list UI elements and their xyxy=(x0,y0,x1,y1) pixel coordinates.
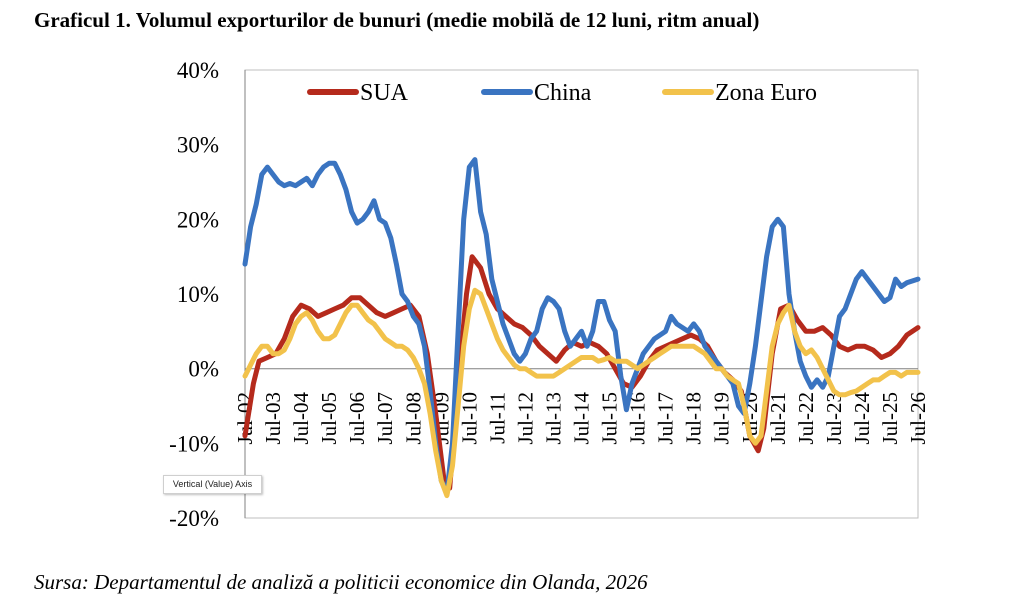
series-line-china xyxy=(242,157,921,495)
x-tick-label: Jul-17 xyxy=(654,392,678,445)
x-tick-label: Jul-06 xyxy=(345,392,369,445)
x-tick-label: Jul-11 xyxy=(485,392,509,444)
y-tick-label: 30% xyxy=(177,133,219,158)
series-line-zona-euro xyxy=(242,287,921,499)
x-tick-label: Jul-19 xyxy=(710,392,734,445)
x-tick-label: Jul-18 xyxy=(682,392,706,445)
legend-label: China xyxy=(534,80,592,106)
legend-label: SUA xyxy=(360,80,409,106)
x-tick-label: Jul-25 xyxy=(878,392,902,445)
x-tick-label: Jul-14 xyxy=(570,392,594,445)
plot-area-frame xyxy=(244,69,919,519)
legend: SUA China Zona Euro xyxy=(307,80,817,106)
chart-title: Graficul 1. Volumul exporturilor de bunu… xyxy=(34,8,760,32)
x-tick-label: Jul-07 xyxy=(373,392,397,445)
x-tick-label: Jul-15 xyxy=(598,392,622,445)
y-tick-label: 40% xyxy=(177,58,219,83)
x-axis-tick-labels: Jul-02 Jul-03 Jul-04 Jul-05 Jul-06 Jul-07 Jul-… xyxy=(233,392,930,445)
x-tick-label: Jul-05 xyxy=(317,392,341,445)
legend-label: Zona Euro xyxy=(715,80,817,106)
y-tick-label: -20% xyxy=(169,506,219,531)
y-tick-label: 20% xyxy=(177,207,219,232)
series-line-sua xyxy=(242,254,921,491)
y-tick-label: 0% xyxy=(188,357,219,382)
series-lines xyxy=(242,157,921,499)
x-tick-label: Jul-08 xyxy=(401,392,425,445)
x-tick-label: Jul-13 xyxy=(541,392,565,445)
y-axis-tick-labels: 40% 30% 20% 10% 0% -10% -20% xyxy=(169,58,219,531)
x-tick-label: Jul-03 xyxy=(261,392,285,445)
x-tick-label: Jul-24 xyxy=(850,392,874,445)
x-tick-label: Jul-22 xyxy=(794,392,818,445)
x-tick-label: Jul-10 xyxy=(457,392,481,445)
source-note: Sursa: Departamentul de analiză a politi… xyxy=(34,570,648,594)
x-tick-label: Jul-04 xyxy=(289,392,313,445)
x-tick-label: Jul-21 xyxy=(766,392,790,445)
x-tick-label: Jul-23 xyxy=(822,392,846,445)
axis-tooltip: Vertical (Value) Axis xyxy=(163,475,262,494)
x-tick-label: Jul-26 xyxy=(906,392,930,445)
y-tick-label: 10% xyxy=(177,282,219,307)
y-tick-label: -10% xyxy=(169,431,219,456)
x-tick-label: Jul-12 xyxy=(513,392,537,445)
